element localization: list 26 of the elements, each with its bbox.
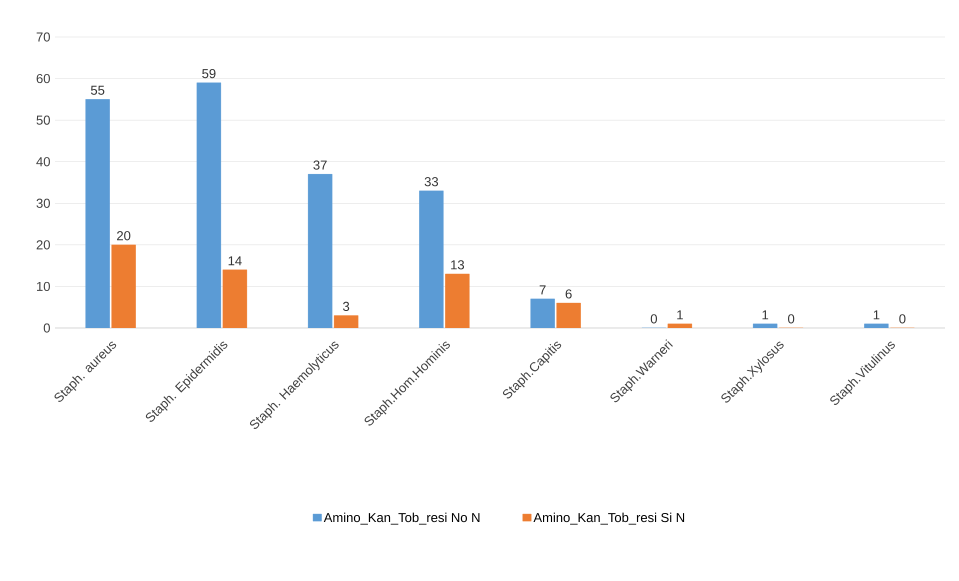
data-label: 14 <box>228 256 242 266</box>
data-label: 55 <box>90 86 104 95</box>
data-label: 3 <box>343 302 350 311</box>
data-label: 33 <box>424 177 438 186</box>
data-label: 59 <box>202 68 216 78</box>
legend-label: Amino_Kan_Tob_resi Si N <box>533 512 684 525</box>
y-tick-label: 70 <box>36 32 50 42</box>
data-label: 0 <box>788 314 794 324</box>
data-label: 13 <box>451 260 464 270</box>
y-tick-label: 20 <box>36 240 50 250</box>
data-label: 1 <box>677 310 683 320</box>
y-tick-label: 0 <box>44 323 50 333</box>
legend-label: Amino_Kan_Tob_resi No N <box>324 512 480 525</box>
data-label: 0 <box>899 314 906 324</box>
data-label: 6 <box>566 289 572 299</box>
y-tick-label: 60 <box>36 74 50 84</box>
y-tick-label: 40 <box>36 157 50 166</box>
data-label: 1 <box>762 310 768 320</box>
y-tick-label: 10 <box>36 282 50 292</box>
data-label: 1 <box>874 310 880 320</box>
y-tick-label: 30 <box>36 198 50 208</box>
y-tick-label: 50 <box>36 116 50 125</box>
data-label: 0 <box>650 314 657 324</box>
data-label: 20 <box>117 231 130 240</box>
data-label: 7 <box>540 285 546 294</box>
data-label: 37 <box>313 160 327 170</box>
